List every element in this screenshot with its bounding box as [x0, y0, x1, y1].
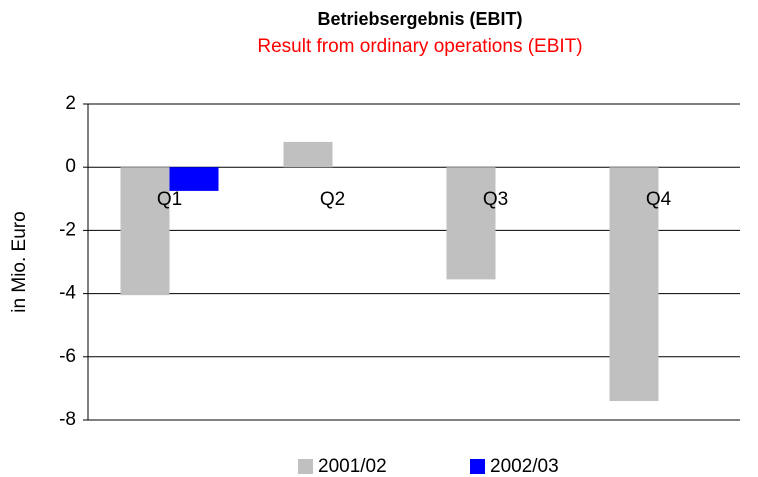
y-axis-label: in Mio. Euro [9, 211, 30, 312]
y-tick-label: 2 [65, 93, 76, 114]
y-tick-label: -6 [59, 346, 76, 367]
chart-title: Betriebsergebnis (EBIT) [317, 9, 522, 29]
legend-swatch [470, 459, 485, 474]
bar [283, 141, 333, 168]
bar [609, 167, 659, 402]
bar [446, 167, 496, 280]
legend-label: 2002/03 [490, 456, 559, 477]
x-tick-label: Q3 [483, 189, 508, 210]
y-tick-label: -8 [59, 409, 76, 430]
legend-label: 2001/02 [318, 456, 387, 477]
x-tick-label: Q1 [157, 189, 182, 210]
x-tick-label: Q2 [320, 189, 345, 210]
y-tick-label: -4 [59, 283, 76, 304]
bar [120, 167, 170, 296]
x-tick-label: Q4 [646, 189, 672, 210]
legend-swatch [298, 459, 313, 474]
chart-subtitle: Result from ordinary operations (EBIT) [257, 36, 582, 57]
bar [169, 167, 219, 191]
y-tick-label: 0 [65, 156, 76, 177]
y-tick-label: -2 [59, 219, 76, 240]
